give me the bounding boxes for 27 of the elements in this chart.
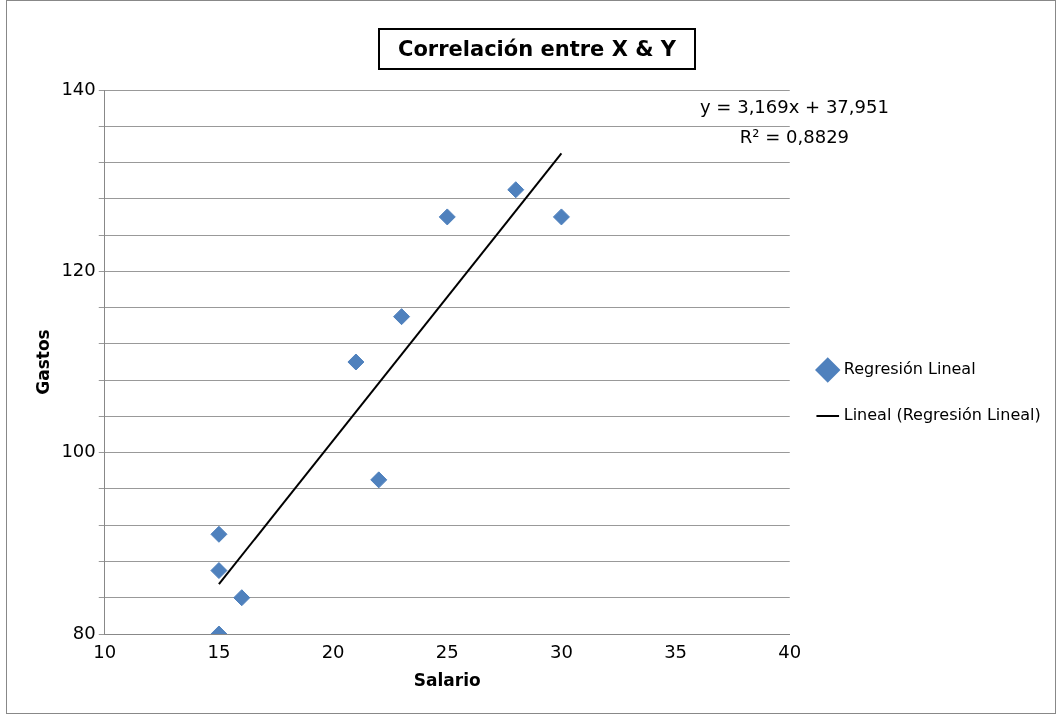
point (347, 353, 365, 371)
point (210, 562, 228, 580)
x-tick-label: 25 (435, 641, 459, 663)
x-tick-label: 30 (549, 641, 573, 663)
x-tick-label: 35 (664, 641, 688, 663)
y-tick-label: 120 (61, 259, 96, 281)
point (393, 308, 411, 326)
point (438, 208, 456, 226)
y-axis-title: Gastos (32, 329, 53, 395)
point (233, 589, 251, 607)
point (370, 471, 388, 489)
y-tick-label: 100 (61, 440, 96, 462)
legend-label: Regresión Lineal (843, 359, 976, 379)
y-tick-label: 140 (61, 77, 96, 99)
x-tick-label: 10 (93, 641, 117, 663)
x-tick-label: 15 (207, 641, 231, 663)
chart-title: Correlación entre X & Y (378, 28, 696, 70)
annotation: y = 3,169x + 37,951 (700, 96, 889, 117)
y-tick-label: 80 (72, 621, 96, 643)
point (507, 181, 525, 199)
point (210, 525, 228, 543)
annotation: R² = 0,8829 (739, 126, 850, 147)
point (552, 208, 570, 226)
x-tick-label: 40 (778, 641, 802, 663)
legend-label: Lineal (Regresión Lineal) (843, 405, 1041, 425)
x-axis-title: Salario (413, 670, 481, 691)
x-tick-label: 20 (321, 641, 345, 663)
